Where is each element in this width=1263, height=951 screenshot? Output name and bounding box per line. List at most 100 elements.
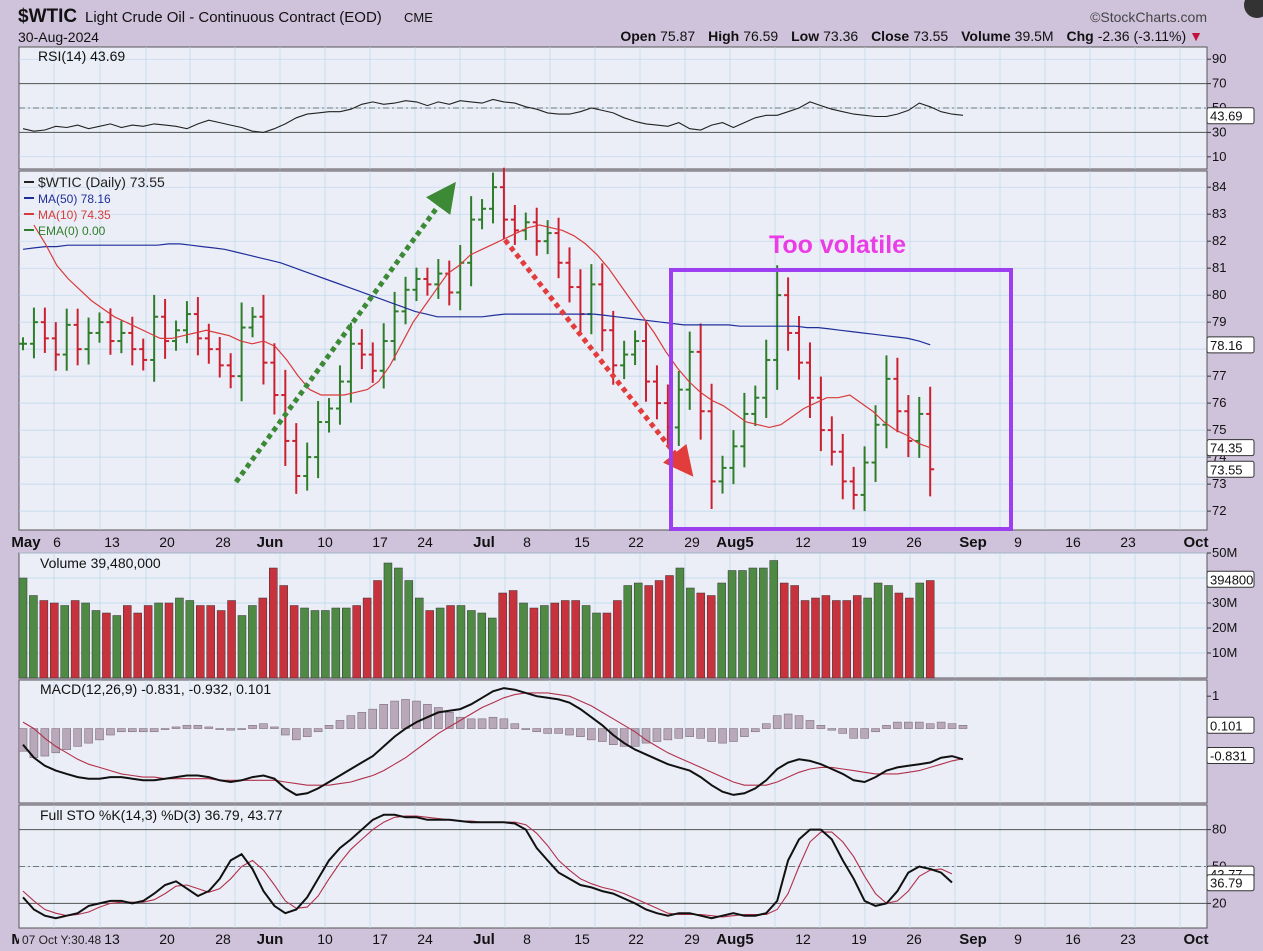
price-bar xyxy=(62,308,71,371)
macd-histogram-bar xyxy=(543,728,552,734)
macd-histogram-bar xyxy=(171,726,181,729)
macd-histogram-bar xyxy=(882,725,891,729)
macd-histogram-bar xyxy=(281,728,290,736)
x-date-label: 26 xyxy=(906,534,922,550)
macd-histogram-bar xyxy=(827,728,837,731)
y-tick-label: 20 xyxy=(1212,895,1226,910)
x-date-label: 23 xyxy=(1120,534,1136,550)
volume-bar xyxy=(717,582,726,679)
volume-bar xyxy=(665,575,674,679)
price-bar xyxy=(357,329,366,370)
volume-bar xyxy=(81,602,90,679)
volume-bar xyxy=(769,560,779,679)
x-date-label: Jul xyxy=(473,534,495,551)
macd-histogram-bar xyxy=(138,728,148,733)
y-tick-label: 70 xyxy=(1212,76,1226,91)
x-date-label-bottom: 26 xyxy=(906,931,922,947)
uptrend-arrow xyxy=(233,181,456,484)
price-bar xyxy=(117,320,126,354)
price-bar xyxy=(827,416,836,466)
x-date-label: 8 xyxy=(523,534,531,550)
low-label: Low xyxy=(791,28,820,44)
volume-bar xyxy=(91,610,101,679)
macd-signal-line xyxy=(22,692,964,786)
macd-histogram-bar xyxy=(335,720,345,729)
macd-line xyxy=(22,687,964,796)
volume-bar xyxy=(738,570,747,679)
chg-label: Chg xyxy=(1066,28,1094,44)
volume-bar xyxy=(289,605,299,679)
x-date-label-bottom: 17 xyxy=(372,931,388,947)
volume-bar xyxy=(550,602,560,679)
macd-histogram-bar xyxy=(292,728,301,741)
volume-bar xyxy=(560,600,570,679)
y-tick-label: 1 xyxy=(1212,688,1219,703)
volume-bar xyxy=(863,597,872,679)
brand-watermark: ©StockCharts.com xyxy=(1090,9,1207,25)
ma10-value-label: 74.35 xyxy=(1210,441,1243,456)
price-bar xyxy=(882,355,891,449)
volatility-box xyxy=(669,268,1013,531)
price-bar xyxy=(390,291,399,361)
y-tick-label: 30 xyxy=(1212,124,1226,139)
price-bar xyxy=(412,267,421,302)
volume-bar xyxy=(821,595,831,679)
ma10-line xyxy=(33,224,931,449)
rsi-value-label-box xyxy=(1206,107,1255,125)
macd-histogram-bar xyxy=(106,728,115,736)
volume-bar xyxy=(852,595,862,679)
price-bar xyxy=(226,353,235,389)
y-tick-label: 73 xyxy=(1212,476,1226,491)
price-bar xyxy=(478,199,487,230)
price-bar xyxy=(784,277,793,351)
macd-histogram-bar xyxy=(936,721,946,729)
macd-histogram-bar xyxy=(62,728,71,750)
volume-bar xyxy=(477,612,487,679)
price-bar xyxy=(685,331,694,410)
volume-bar xyxy=(748,567,758,679)
macd-histogram-bar xyxy=(871,728,880,733)
price-bar xyxy=(620,340,629,380)
volume-bar xyxy=(842,600,852,679)
x-date-label: 24 xyxy=(417,534,433,550)
x-date-label-bottom: 12 xyxy=(795,931,811,947)
macd-histogram-bar xyxy=(40,728,50,757)
price-bar xyxy=(193,297,202,356)
price-bar xyxy=(325,398,334,433)
close-icon[interactable] xyxy=(1244,0,1263,18)
volume-bar xyxy=(623,585,633,679)
volume-bar xyxy=(581,605,591,679)
x-date-label-bottom: Jun xyxy=(257,931,284,948)
volume-bar xyxy=(905,597,914,679)
macd-histogram-bar xyxy=(499,718,509,729)
macd-histogram-bar xyxy=(18,728,28,752)
price-bar xyxy=(150,294,159,382)
price-bar xyxy=(652,365,661,420)
price-bar xyxy=(740,392,749,468)
macd-histogram-bar xyxy=(576,728,585,737)
price-bar xyxy=(467,196,476,287)
volume-bar xyxy=(456,605,466,679)
ma10-value-label-box xyxy=(1206,439,1255,457)
x-date-label-bottom: 10 xyxy=(317,931,333,947)
y-tick-label: 80 xyxy=(1212,822,1226,837)
volume-value: 39.5M xyxy=(1014,28,1054,44)
x-date-label-bottom: 24 xyxy=(417,931,433,947)
y-tick-label: 80 xyxy=(1212,287,1226,302)
rsi-line xyxy=(22,98,964,133)
sto-k-value-label-box xyxy=(1206,874,1255,892)
macd-histogram-bar xyxy=(477,718,487,729)
annotations xyxy=(233,181,1013,531)
price-bar xyxy=(51,322,60,371)
macd-histogram-bar xyxy=(925,723,935,729)
x-date-label-bottom: Oct xyxy=(1183,931,1208,948)
x-date-label: 22 xyxy=(628,534,644,550)
price-bar xyxy=(532,207,541,256)
volume-value-label-box xyxy=(1206,570,1255,588)
volume-bar xyxy=(133,612,142,679)
price-bar xyxy=(215,337,224,378)
volume-bar xyxy=(790,585,799,679)
price-bar xyxy=(926,386,935,497)
macd-histogram-bar xyxy=(674,728,684,739)
